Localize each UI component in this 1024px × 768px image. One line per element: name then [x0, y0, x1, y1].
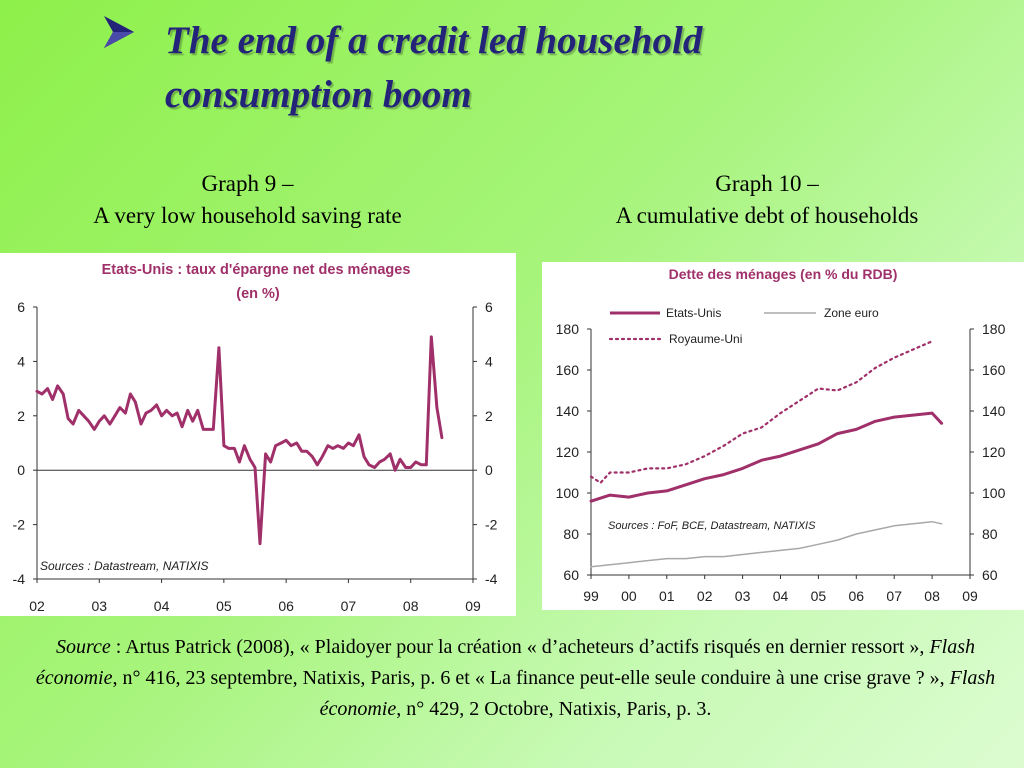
x-tick-label: 00: [621, 588, 637, 604]
y-tick-label-left: 80: [563, 526, 579, 542]
chart1-subtitle: (en %): [236, 286, 280, 302]
y-tick-label-left: 6: [17, 299, 25, 315]
y-tick-label-right: 120: [982, 444, 1006, 460]
x-tick-label: 06: [849, 588, 865, 604]
y-tick-label-right: 140: [982, 403, 1006, 419]
x-tick-label: 02: [29, 598, 45, 614]
x-tick-label: 07: [341, 598, 357, 614]
x-tick-label: 01: [659, 588, 675, 604]
y-tick-label-left: 180: [556, 321, 580, 337]
x-tick-label: 06: [278, 598, 294, 614]
y-tick-label-left: 60: [563, 567, 579, 583]
x-tick-label: 09: [465, 598, 481, 614]
x-tick-label: 02: [697, 588, 713, 604]
y-tick-label-left: 120: [556, 444, 580, 460]
y-tick-label-left: 100: [556, 485, 580, 501]
x-tick-label: 08: [403, 598, 419, 614]
x-tick-label: 09: [962, 588, 978, 604]
graph10-caption-line2: A cumulative debt of households: [615, 203, 919, 228]
y-tick-label-right: -2: [485, 517, 498, 533]
y-tick-label-left: 160: [556, 362, 580, 378]
source-citation: Source : Artus Patrick (2008), « Plaidoy…: [28, 632, 1003, 725]
x-tick-label: 99: [583, 588, 599, 604]
x-tick-label: 03: [735, 588, 751, 604]
y-tick-label-right: 60: [982, 567, 998, 583]
y-tick-label-left: -4: [13, 571, 26, 587]
y-tick-label-right: 100: [982, 485, 1006, 501]
source-journal-1: Flash économie: [35, 636, 975, 689]
legend-label-zone-euro: Zone euro: [824, 306, 879, 320]
saving-rate-chart-panel: Etats-Unis : taux d'épargne net des ména…: [0, 253, 516, 616]
source-journal-2: Flash économie: [319, 667, 996, 720]
y-tick-label-left: -2: [13, 517, 26, 533]
x-tick-label: 04: [773, 588, 789, 604]
y-tick-label-right: -4: [485, 571, 498, 587]
y-tick-label-right: 2: [485, 408, 493, 424]
source-label: Source: [55, 636, 111, 658]
graph9-caption-line1: Graph 9 –: [201, 171, 294, 196]
graph9-caption-line2: A very low household saving rate: [93, 203, 402, 228]
series-line-saving-rate: [35, 335, 444, 546]
series-line-royaume-uni: [589, 340, 934, 484]
title-line-2: consumption boom: [165, 73, 472, 116]
series-line-etats-unis: [589, 411, 944, 503]
household-debt-chart-panel: Dette des ménages (en % du RDB) 180 180 160…: [542, 262, 1024, 610]
y-tick-label-left: 140: [556, 403, 580, 419]
chart2-title: Dette des ménages (en % du RDB): [669, 266, 898, 282]
y-tick-label-right: 4: [485, 353, 493, 369]
chart1-title: Etats-Unis : taux d'épargne net des ména…: [102, 262, 411, 278]
chart1-source-note: Sources : Datastream, NATIXIS: [40, 559, 209, 573]
saving-rate-chart: Etats-Unis : taux d'épargne net des ména…: [13, 262, 498, 614]
y-tick-label-left: 0: [17, 462, 25, 478]
graph10-caption: Graph 10 – A cumulative debt of househol…: [510, 168, 1024, 232]
y-tick-label-right: 80: [982, 526, 998, 542]
x-tick-label: 08: [924, 588, 940, 604]
y-tick-label-left: 4: [17, 353, 25, 369]
series-line-zone-euro: [590, 520, 943, 568]
y-tick-label-left: 2: [17, 408, 25, 424]
legend-label-royaume-uni: Royaume-Uni: [669, 332, 742, 346]
source-text-1: : Artus Patrick (2008), « Plaidoyer pour…: [110, 636, 930, 658]
household-debt-chart: Dette des ménages (en % du RDB) 180 180 160…: [556, 266, 1006, 604]
x-tick-label: 03: [91, 598, 107, 614]
arrow-bullet-icon: [104, 16, 134, 48]
legend-label-etats-unis: Etats-Unis: [666, 306, 721, 320]
x-tick-label: 05: [216, 598, 232, 614]
source-text-3: , n° 429, 2 Octobre, Natixis, Paris, p. …: [396, 698, 712, 720]
x-tick-label: 05: [811, 588, 827, 604]
y-tick-label-right: 160: [982, 362, 1006, 378]
source-text-2: , n° 416, 23 septembre, Natixis, Paris, …: [112, 667, 950, 689]
x-tick-label: 07: [886, 588, 902, 604]
chart2-source-note: Sources : FoF, BCE, Datastream, NATIXIS: [608, 520, 816, 532]
graph10-caption-line1: Graph 10 –: [715, 171, 819, 196]
title-line-1: The end of a credit led household: [165, 19, 703, 62]
graph9-caption: Graph 9 – A very low household saving ra…: [0, 168, 495, 232]
y-tick-label-right: 180: [982, 321, 1006, 337]
y-tick-label-right: 6: [485, 299, 493, 315]
x-tick-label: 04: [154, 598, 170, 614]
y-tick-label-right: 0: [485, 462, 493, 478]
